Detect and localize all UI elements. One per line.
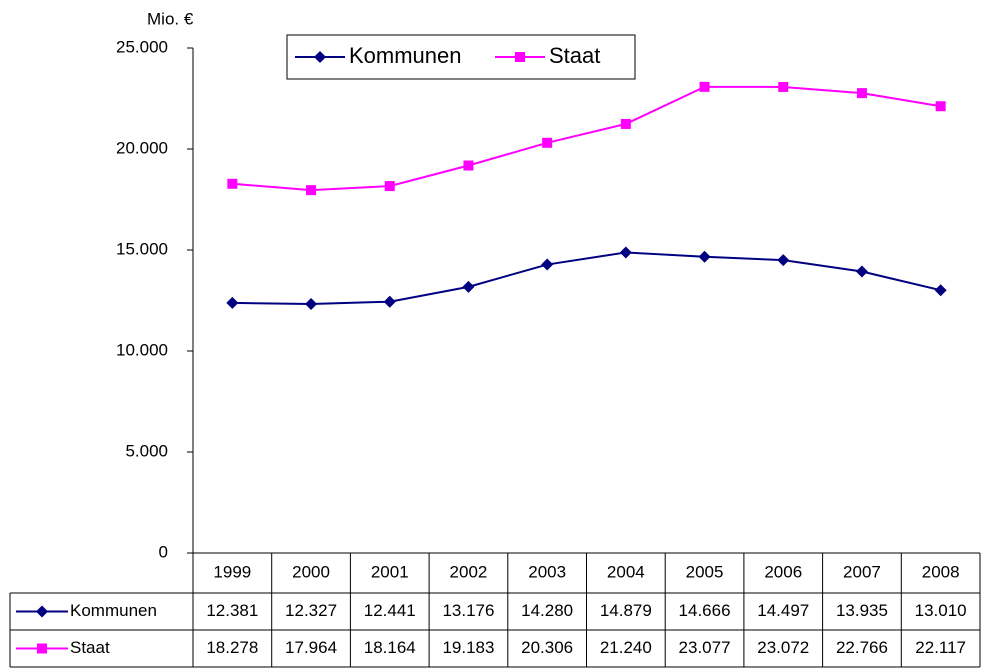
table-cell: 20.306	[521, 638, 573, 657]
point	[935, 101, 946, 112]
x-tick-label: 2007	[843, 562, 881, 581]
table-cell: 12.441	[364, 601, 416, 620]
table-cell: 22.766	[836, 638, 888, 657]
legend-marker	[314, 51, 326, 63]
point	[305, 297, 318, 310]
y-tick-label: 25.000	[116, 37, 168, 56]
legend-label: Kommunen	[349, 43, 462, 68]
point	[541, 258, 554, 271]
point	[619, 246, 632, 259]
x-tick-label: 2002	[450, 562, 488, 581]
x-tick-label: 2008	[922, 562, 960, 581]
table-cell: 14.497	[757, 601, 809, 620]
point	[699, 81, 710, 92]
x-tick-label: 2003	[528, 562, 566, 581]
point	[856, 88, 867, 99]
point	[462, 280, 475, 293]
point	[226, 296, 239, 309]
point	[384, 181, 395, 192]
x-tick-label: 2004	[607, 562, 645, 581]
table-cell: 21.240	[600, 638, 652, 657]
series-line	[232, 85, 941, 192]
point	[934, 284, 947, 297]
table-cell: 13.010	[915, 601, 967, 620]
point	[777, 254, 790, 267]
point	[542, 137, 553, 148]
table-row-label: Kommunen	[70, 601, 157, 620]
table-cell: 12.327	[285, 601, 337, 620]
point	[227, 178, 238, 189]
table-cell: 13.935	[836, 601, 888, 620]
point	[778, 81, 789, 92]
table-cell: 14.879	[600, 601, 652, 620]
series-line	[232, 251, 941, 305]
table-row-label: Staat	[70, 638, 110, 657]
table-cell: 18.278	[206, 638, 258, 657]
point	[383, 295, 396, 308]
x-tick-label: 2000	[292, 562, 330, 581]
legend-marker	[36, 605, 48, 618]
y-tick-label: 20.000	[116, 138, 168, 157]
legend-marker	[515, 52, 525, 62]
table-cell: 22.117	[915, 638, 966, 657]
x-tick-label: 2006	[764, 562, 802, 581]
x-tick-label: 2001	[371, 562, 409, 581]
y-axis-label: Mio. €	[147, 9, 194, 28]
table-cell: 18.164	[364, 638, 416, 657]
point	[463, 160, 474, 171]
table-cell: 12.381	[206, 601, 258, 620]
y-tick-label: 5.000	[125, 441, 168, 460]
legend-label: Staat	[549, 43, 600, 68]
table-cell: 13.176	[442, 601, 494, 620]
point	[698, 250, 711, 263]
table-cell: 19.183	[442, 638, 494, 657]
y-tick-label: 0	[159, 542, 168, 561]
y-tick-label: 10.000	[116, 340, 168, 359]
y-tick-label: 15.000	[116, 239, 168, 258]
point	[306, 185, 317, 196]
table-cell: 23.077	[679, 638, 731, 657]
table-cell: 23.072	[757, 638, 809, 657]
table-cell: 14.666	[679, 601, 731, 620]
point	[620, 118, 631, 129]
table-cell: 14.280	[521, 601, 573, 620]
point	[855, 265, 868, 278]
table-cell: 17.964	[285, 638, 337, 657]
legend-marker	[37, 643, 47, 654]
x-tick-label: 2005	[686, 562, 724, 581]
x-tick-label: 1999	[213, 562, 251, 581]
